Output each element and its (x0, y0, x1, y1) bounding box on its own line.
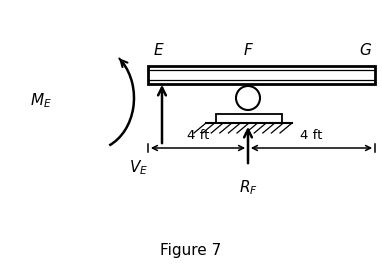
Bar (148, 66, 375, 84)
Bar (216, 114, 282, 123)
Text: Figure 7: Figure 7 (160, 243, 222, 258)
Text: 4 ft: 4 ft (300, 129, 323, 142)
Text: $V_E$: $V_E$ (129, 158, 148, 177)
Text: $M_E$: $M_E$ (30, 92, 52, 110)
Text: $G$: $G$ (359, 42, 372, 58)
Text: $R_F$: $R_F$ (239, 178, 257, 197)
Text: $E$: $E$ (153, 42, 165, 58)
Circle shape (236, 86, 260, 110)
Text: 4 ft: 4 ft (187, 129, 209, 142)
Text: $F$: $F$ (243, 42, 254, 58)
